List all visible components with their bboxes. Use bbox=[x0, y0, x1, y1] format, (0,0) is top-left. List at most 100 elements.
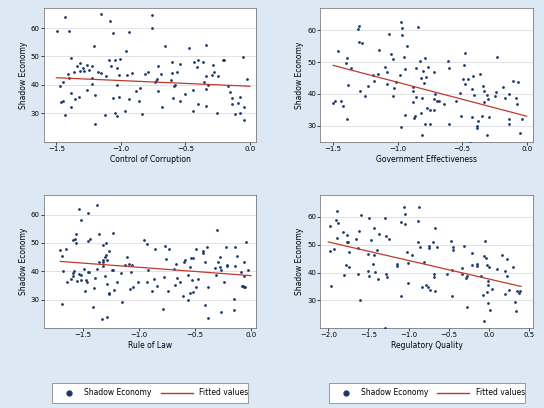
Point bbox=[190, 59, 199, 66]
Point bbox=[492, 89, 500, 95]
Point bbox=[189, 108, 197, 114]
Point bbox=[81, 288, 89, 295]
X-axis label: Rule of Law: Rule of Law bbox=[128, 341, 172, 350]
Point bbox=[433, 98, 442, 105]
Point bbox=[180, 91, 189, 98]
Point bbox=[125, 96, 133, 102]
Point bbox=[488, 286, 497, 293]
Point bbox=[147, 11, 156, 18]
Point bbox=[189, 255, 197, 262]
Point bbox=[152, 78, 160, 84]
Point bbox=[194, 57, 202, 64]
Point bbox=[90, 92, 99, 98]
Point bbox=[460, 80, 469, 87]
Point bbox=[344, 264, 353, 271]
Point bbox=[462, 304, 471, 310]
Point bbox=[57, 99, 66, 106]
Bar bbox=[329, 383, 524, 403]
Point bbox=[202, 42, 211, 49]
Point bbox=[354, 38, 363, 45]
Point bbox=[58, 253, 66, 259]
Point bbox=[151, 79, 159, 86]
Point bbox=[404, 280, 413, 286]
Point bbox=[407, 252, 416, 258]
Point bbox=[219, 57, 228, 64]
Point bbox=[415, 204, 423, 210]
Point bbox=[419, 258, 428, 265]
Point bbox=[150, 276, 158, 282]
Point bbox=[397, 219, 405, 225]
Point bbox=[61, 112, 70, 119]
Point bbox=[224, 82, 232, 89]
Point bbox=[101, 273, 110, 279]
Point bbox=[512, 308, 521, 314]
Point bbox=[85, 67, 94, 74]
Point bbox=[363, 251, 372, 257]
Point bbox=[421, 74, 430, 80]
Point bbox=[153, 76, 162, 82]
Point bbox=[414, 218, 423, 224]
Point bbox=[411, 94, 420, 100]
Point bbox=[370, 78, 379, 84]
Point bbox=[88, 63, 96, 70]
Point bbox=[79, 266, 88, 272]
Point bbox=[410, 115, 419, 121]
Point bbox=[512, 287, 521, 294]
Point bbox=[139, 237, 148, 243]
Point bbox=[492, 266, 501, 273]
Point bbox=[201, 73, 210, 79]
Point bbox=[230, 307, 238, 314]
Point bbox=[468, 250, 477, 256]
Point bbox=[69, 68, 78, 75]
Point bbox=[381, 233, 390, 239]
Point bbox=[75, 271, 83, 277]
Point bbox=[458, 76, 467, 83]
Point bbox=[512, 101, 521, 108]
Point bbox=[69, 269, 77, 276]
Point bbox=[511, 298, 520, 305]
Point bbox=[387, 51, 395, 57]
Point bbox=[516, 130, 524, 137]
Text: Shadow Economy: Shadow Economy bbox=[361, 388, 428, 397]
Point bbox=[483, 289, 492, 295]
Point bbox=[168, 58, 176, 65]
Point bbox=[67, 276, 76, 283]
Point bbox=[217, 309, 226, 315]
Point bbox=[70, 268, 78, 275]
Point bbox=[193, 63, 202, 70]
Point bbox=[186, 289, 194, 296]
Point bbox=[500, 95, 509, 102]
Point bbox=[82, 62, 91, 69]
Point bbox=[363, 268, 372, 274]
Point bbox=[501, 291, 510, 297]
Point bbox=[144, 69, 152, 75]
Point bbox=[442, 271, 451, 277]
Point bbox=[109, 286, 118, 293]
Point bbox=[373, 71, 382, 78]
Point bbox=[239, 282, 248, 289]
Point bbox=[213, 226, 221, 233]
Point bbox=[163, 288, 172, 295]
Point bbox=[103, 313, 112, 320]
Point bbox=[201, 103, 210, 110]
Point bbox=[183, 297, 192, 304]
Point bbox=[480, 99, 489, 106]
Point bbox=[417, 109, 425, 116]
Point bbox=[423, 104, 431, 111]
Point bbox=[355, 228, 363, 235]
Point bbox=[416, 244, 424, 251]
Point bbox=[178, 293, 187, 299]
Point bbox=[93, 69, 102, 75]
Point bbox=[458, 265, 466, 271]
Point bbox=[243, 76, 252, 82]
Point bbox=[153, 62, 162, 69]
Point bbox=[184, 45, 193, 51]
Point bbox=[398, 32, 406, 39]
Point bbox=[73, 278, 82, 285]
Point bbox=[418, 95, 426, 101]
Point bbox=[222, 263, 231, 269]
Point bbox=[325, 223, 334, 230]
Point bbox=[483, 278, 492, 285]
Point bbox=[99, 257, 108, 263]
Point bbox=[88, 80, 96, 87]
